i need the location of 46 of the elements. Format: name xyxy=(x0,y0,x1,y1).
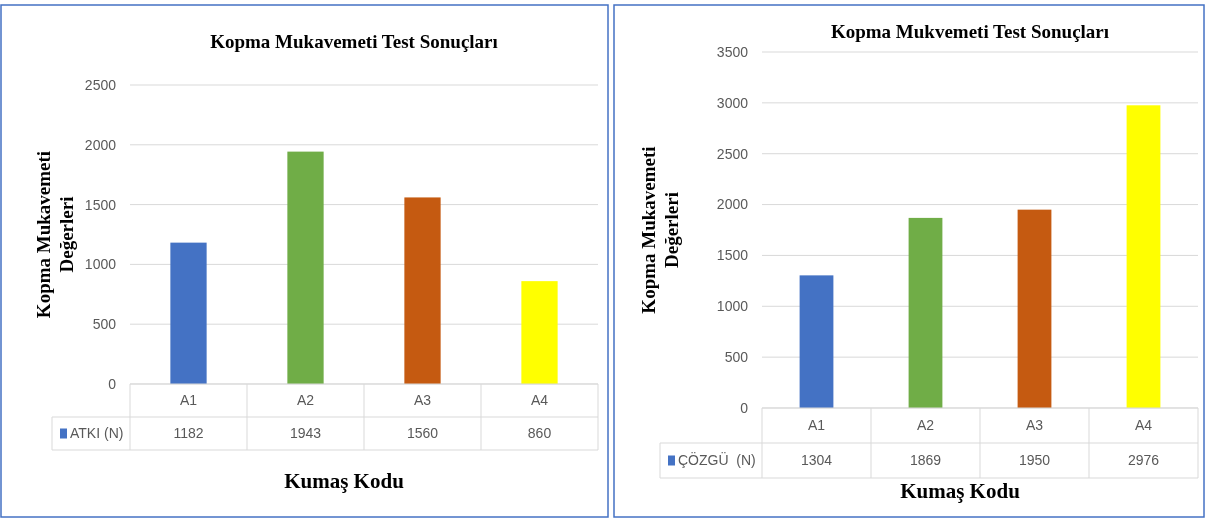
data-label: 1182 xyxy=(173,425,204,442)
data-label: 1304 xyxy=(800,452,833,469)
y-tick-label: 2500 xyxy=(716,145,749,162)
chart-title: Kopma Mukvemeti Test Sonuçları xyxy=(830,21,1110,42)
y-axis-title: Kopma Mukavemeti Değerleri xyxy=(33,150,77,319)
data-label: 1869 xyxy=(909,452,942,469)
y-tick-label: 1000 xyxy=(84,256,117,273)
legend-label: ÇÖZGÜ (N) xyxy=(678,451,756,469)
x-tick-label: A3 xyxy=(413,392,432,409)
bar xyxy=(521,281,558,384)
x-tick-label: A1 xyxy=(179,392,198,409)
y-tick-label: 1500 xyxy=(84,196,117,213)
bar xyxy=(170,242,207,384)
y-tick-label: 3000 xyxy=(716,94,749,111)
bar xyxy=(1126,105,1161,408)
legend-label: ATKI (N) xyxy=(70,425,124,442)
y-tick-label: 500 xyxy=(724,349,749,366)
y-tick-label: 1500 xyxy=(716,247,749,264)
x-tick-label: A1 xyxy=(807,417,826,434)
y-axis-title: Kopma Mukavemeti Değerleri xyxy=(638,146,682,314)
data-label: 860 xyxy=(527,425,552,442)
y-tick-label: 500 xyxy=(92,316,117,333)
data-label: 1943 xyxy=(289,425,322,442)
x-axis-title: Kumaş Kodu xyxy=(284,469,405,493)
x-tick-label: A4 xyxy=(530,392,549,409)
bar xyxy=(404,197,441,384)
data-label: 1560 xyxy=(406,425,439,442)
x-tick-label: A3 xyxy=(1025,417,1044,434)
chart-title: Kopma Mukavemeti Test Sonuçları xyxy=(210,31,498,52)
y-tick-label: 2000 xyxy=(716,196,749,213)
y-tick-label: 0 xyxy=(740,399,749,416)
data-label: 2976 xyxy=(1127,452,1160,469)
x-tick-label: A2 xyxy=(916,417,935,434)
y-tick-label: 0 xyxy=(108,375,117,392)
bar xyxy=(1017,209,1052,408)
x-tick-label: A4 xyxy=(1134,417,1153,434)
x-axis-title: Kumaş Kodu xyxy=(900,479,1021,503)
x-tick-label: A2 xyxy=(296,392,315,409)
y-tick-label: 2500 xyxy=(84,76,117,93)
y-tick-label: 1000 xyxy=(716,298,749,315)
bar xyxy=(908,217,943,408)
bar xyxy=(799,275,834,408)
y-tick-label: 2000 xyxy=(84,136,117,153)
bar xyxy=(287,151,324,384)
data-label: 1950 xyxy=(1018,452,1051,469)
y-tick-label: 3500 xyxy=(716,43,749,60)
